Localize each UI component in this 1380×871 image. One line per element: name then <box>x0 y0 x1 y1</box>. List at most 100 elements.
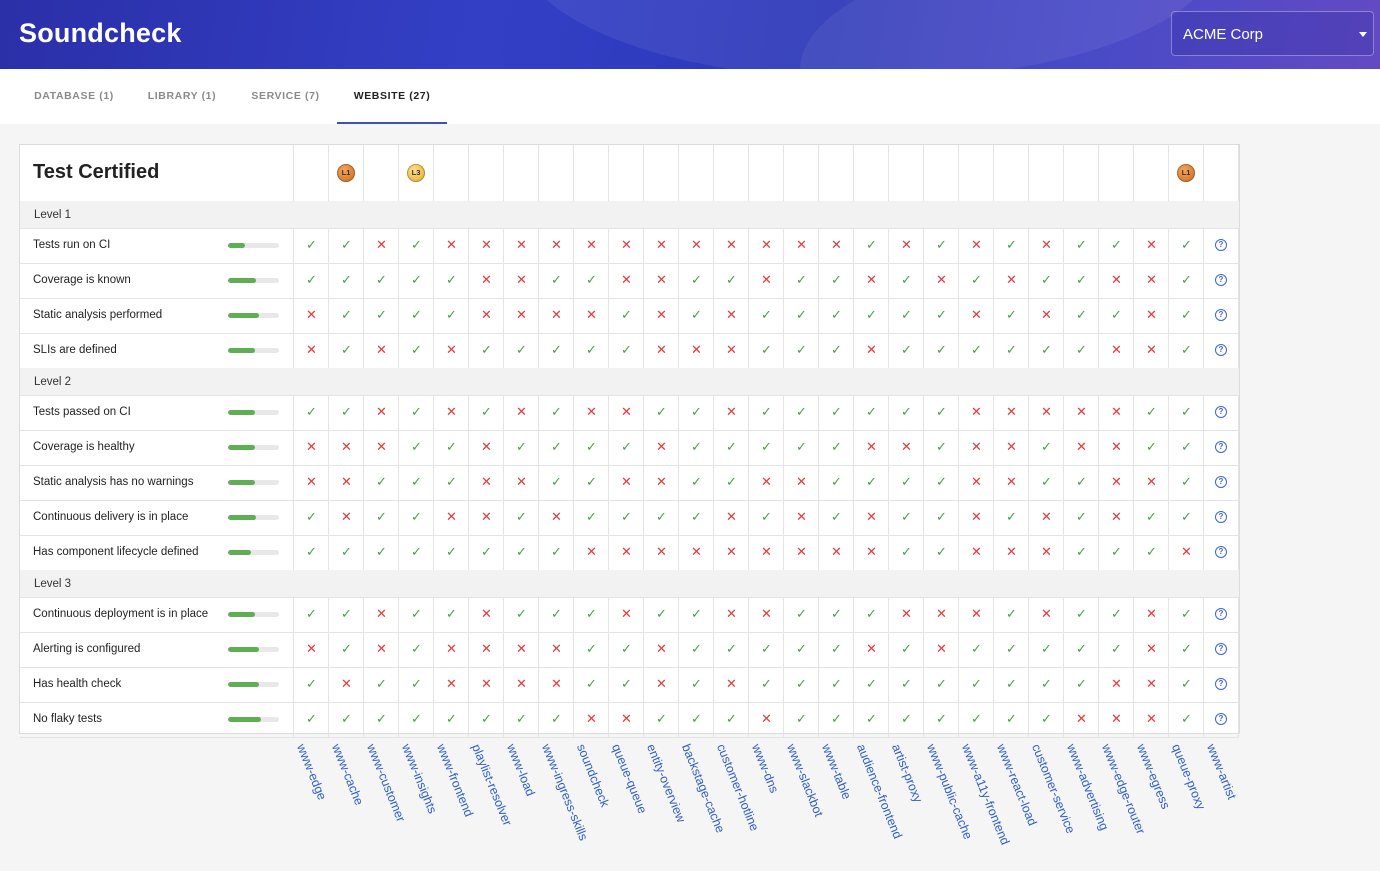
check-icon[interactable]: ✓ <box>376 474 387 489</box>
check-icon[interactable]: ✓ <box>306 237 317 252</box>
cross-icon[interactable]: ✕ <box>516 404 527 419</box>
check-icon[interactable]: ✓ <box>621 641 632 656</box>
cross-icon[interactable]: ✕ <box>656 342 667 357</box>
tab-database[interactable]: DATABASE (1) <box>34 90 114 102</box>
check-icon[interactable]: ✓ <box>551 606 562 621</box>
cross-icon[interactable]: ✕ <box>446 641 457 656</box>
check-icon[interactable]: ✓ <box>866 474 877 489</box>
check-icon[interactable]: ✓ <box>1181 641 1192 656</box>
check-icon[interactable]: ✓ <box>1041 342 1052 357</box>
check-icon[interactable]: ✓ <box>446 439 457 454</box>
cross-icon[interactable]: ✕ <box>1146 711 1157 726</box>
tab-website[interactable]: WEBSITE (27) <box>337 69 447 124</box>
cross-icon[interactable]: ✕ <box>866 439 877 454</box>
check-icon[interactable]: ✓ <box>831 606 842 621</box>
check-icon[interactable]: ✓ <box>1076 237 1087 252</box>
check-icon[interactable]: ✓ <box>621 439 632 454</box>
check-icon[interactable]: ✓ <box>1111 641 1122 656</box>
cross-icon[interactable]: ✕ <box>726 404 737 419</box>
tab-library[interactable]: LIBRARY (1) <box>147 90 217 102</box>
cross-icon[interactable]: ✕ <box>866 342 877 357</box>
service-link[interactable]: www-frontend <box>434 742 476 819</box>
check-icon[interactable]: ✓ <box>376 676 387 691</box>
check-icon[interactable]: ✓ <box>656 404 667 419</box>
check-icon[interactable]: ✓ <box>761 342 772 357</box>
check-icon[interactable]: ✓ <box>551 474 562 489</box>
check-icon[interactable]: ✓ <box>796 342 807 357</box>
cross-icon[interactable]: ✕ <box>761 474 772 489</box>
check-icon[interactable]: ✓ <box>1041 439 1052 454</box>
help-circle-icon[interactable]: ? <box>1215 441 1227 453</box>
check-icon[interactable]: ✓ <box>761 641 772 656</box>
check-icon[interactable]: ✓ <box>901 711 912 726</box>
cross-icon[interactable]: ✕ <box>516 237 527 252</box>
check-icon[interactable]: ✓ <box>1076 272 1087 287</box>
service-link[interactable]: www-table <box>819 742 854 802</box>
cross-icon[interactable]: ✕ <box>1146 641 1157 656</box>
check-icon[interactable]: ✓ <box>411 606 422 621</box>
cross-icon[interactable]: ✕ <box>831 544 842 559</box>
cross-icon[interactable]: ✕ <box>446 509 457 524</box>
cross-icon[interactable]: ✕ <box>656 307 667 322</box>
check-icon[interactable]: ✓ <box>1041 641 1052 656</box>
check-icon[interactable]: ✓ <box>1041 474 1052 489</box>
check-icon[interactable]: ✓ <box>341 342 352 357</box>
cross-icon[interactable]: ✕ <box>621 272 632 287</box>
cross-icon[interactable]: ✕ <box>376 606 387 621</box>
check-icon[interactable]: ✓ <box>306 509 317 524</box>
check-icon[interactable]: ✓ <box>551 711 562 726</box>
check-icon[interactable]: ✓ <box>586 439 597 454</box>
check-icon[interactable]: ✓ <box>1181 272 1192 287</box>
cross-icon[interactable]: ✕ <box>761 272 772 287</box>
check-icon[interactable]: ✓ <box>1181 237 1192 252</box>
check-icon[interactable]: ✓ <box>1111 237 1122 252</box>
check-icon[interactable]: ✓ <box>1006 237 1017 252</box>
check-icon[interactable]: ✓ <box>621 676 632 691</box>
cross-icon[interactable]: ✕ <box>516 272 527 287</box>
check-icon[interactable]: ✓ <box>306 606 317 621</box>
cross-icon[interactable]: ✕ <box>726 676 737 691</box>
check-icon[interactable]: ✓ <box>726 474 737 489</box>
check-icon[interactable]: ✓ <box>936 307 947 322</box>
check-icon[interactable]: ✓ <box>1076 474 1087 489</box>
check-icon[interactable]: ✓ <box>516 606 527 621</box>
check-icon[interactable]: ✓ <box>971 342 982 357</box>
cross-icon[interactable]: ✕ <box>621 237 632 252</box>
check-icon[interactable]: ✓ <box>831 509 842 524</box>
cross-icon[interactable]: ✕ <box>1006 544 1017 559</box>
check-icon[interactable]: ✓ <box>551 404 562 419</box>
cross-icon[interactable]: ✕ <box>656 272 667 287</box>
check-icon[interactable]: ✓ <box>516 544 527 559</box>
check-icon[interactable]: ✓ <box>936 711 947 726</box>
check-icon[interactable]: ✓ <box>866 711 877 726</box>
cross-icon[interactable]: ✕ <box>1041 606 1052 621</box>
cross-icon[interactable]: ✕ <box>586 544 597 559</box>
check-icon[interactable]: ✓ <box>1181 342 1192 357</box>
check-icon[interactable]: ✓ <box>971 272 982 287</box>
cross-icon[interactable]: ✕ <box>901 606 912 621</box>
cross-icon[interactable]: ✕ <box>341 676 352 691</box>
tab-service[interactable]: SERVICE (7) <box>251 90 320 102</box>
check-icon[interactable]: ✓ <box>516 439 527 454</box>
check-icon[interactable]: ✓ <box>1006 307 1017 322</box>
check-icon[interactable]: ✓ <box>656 509 667 524</box>
check-icon[interactable]: ✓ <box>1146 404 1157 419</box>
service-link[interactable]: queue-queue <box>609 742 650 816</box>
check-icon[interactable]: ✓ <box>341 544 352 559</box>
check-icon[interactable]: ✓ <box>551 439 562 454</box>
cross-icon[interactable]: ✕ <box>796 544 807 559</box>
check-icon[interactable]: ✓ <box>901 474 912 489</box>
service-link[interactable]: www-egress <box>1134 742 1173 812</box>
check-icon[interactable]: ✓ <box>796 307 807 322</box>
cross-icon[interactable]: ✕ <box>446 676 457 691</box>
check-icon[interactable]: ✓ <box>691 676 702 691</box>
cross-icon[interactable]: ✕ <box>971 509 982 524</box>
check-icon[interactable]: ✓ <box>656 711 667 726</box>
check-icon[interactable]: ✓ <box>586 676 597 691</box>
cross-icon[interactable]: ✕ <box>691 342 702 357</box>
cross-icon[interactable]: ✕ <box>726 544 737 559</box>
cross-icon[interactable]: ✕ <box>866 509 877 524</box>
check-icon[interactable]: ✓ <box>796 606 807 621</box>
cross-icon[interactable]: ✕ <box>726 237 737 252</box>
cross-icon[interactable]: ✕ <box>481 439 492 454</box>
